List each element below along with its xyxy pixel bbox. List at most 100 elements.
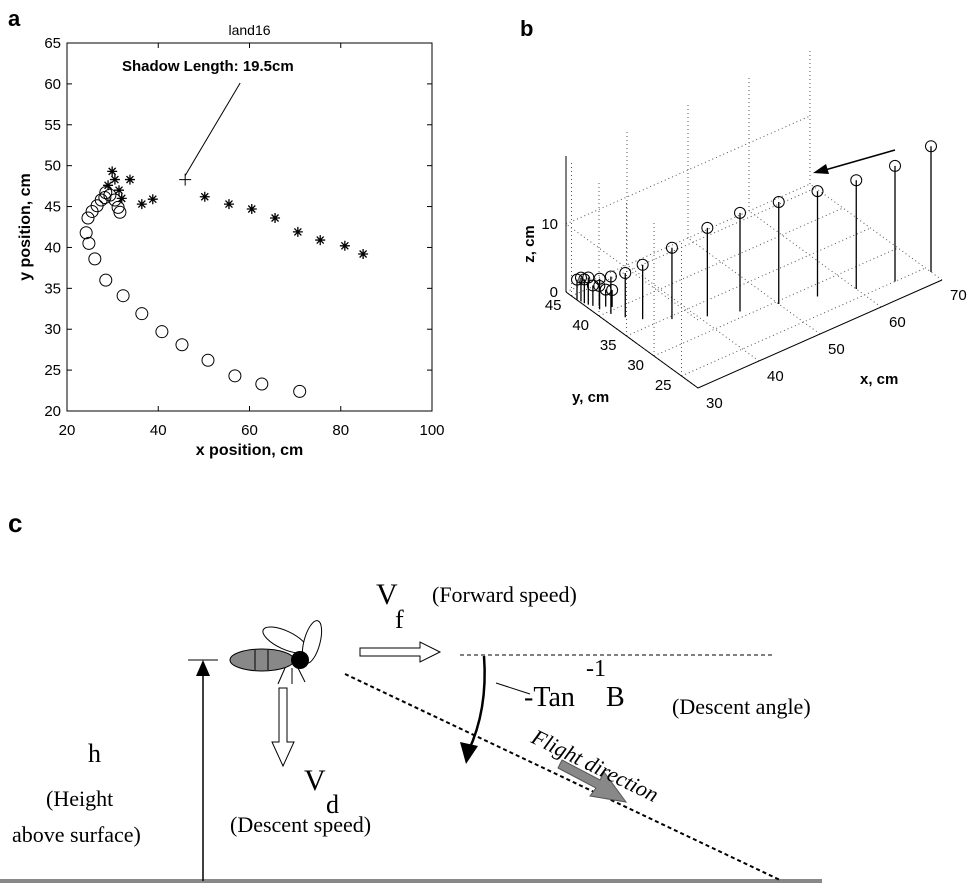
y-tick-label: 45 [545, 297, 562, 314]
leader [495, 682, 531, 695]
stem-marker [811, 185, 824, 198]
stem-marker [604, 270, 617, 283]
star-marker [114, 185, 125, 196]
panel-label: a [8, 6, 21, 31]
stem-marker [734, 206, 746, 219]
x-tick-label: 40 [767, 368, 784, 385]
label: -Tan [524, 682, 575, 713]
circle-marker [99, 273, 113, 287]
grid-line [626, 227, 871, 337]
circle-marker [82, 236, 96, 250]
circle-marker [79, 226, 93, 240]
x-tick-label: 30 [706, 395, 723, 412]
x-axis [697, 279, 943, 389]
star-marker [246, 204, 257, 215]
z-axis-label: z, cm [521, 225, 538, 263]
grid-line [598, 207, 844, 317]
label: h [88, 739, 101, 768]
star-marker [358, 248, 369, 259]
y-tick-label: 50 [44, 158, 61, 175]
circle-marker [103, 188, 117, 202]
x-tick-label: 20 [59, 422, 76, 439]
panel-label: c [8, 508, 22, 538]
grid-line [748, 210, 882, 308]
stem-marker [636, 258, 649, 271]
x-tick-label: 60 [241, 422, 258, 439]
stem-marker [599, 283, 612, 296]
y-tick-label: 55 [44, 117, 61, 134]
stem-marker [850, 174, 863, 187]
star-marker [199, 191, 210, 202]
direction-arrow [824, 149, 896, 171]
x-tick-label: 70 [950, 287, 967, 304]
circle-marker [293, 384, 307, 398]
y-tick-label: 65 [44, 35, 61, 52]
x-tick-label: 80 [332, 422, 349, 439]
stem-marker [578, 273, 591, 286]
stem-marker [772, 196, 785, 208]
circle-marker [88, 252, 102, 266]
plot-frame [66, 42, 433, 412]
y-axis [565, 291, 699, 389]
descent-arrow [271, 687, 295, 768]
star-marker [292, 226, 303, 237]
stem-marker [593, 279, 606, 292]
star-marker [109, 174, 120, 185]
y-axis-label: y position, cm [17, 173, 34, 281]
grid-line [653, 247, 899, 357]
circle-marker [255, 377, 269, 391]
stem-marker [701, 221, 714, 234]
fly-head [291, 651, 309, 669]
label: (Descent speed) [230, 812, 371, 837]
grid-line [565, 223, 699, 321]
label: V [376, 578, 398, 611]
star-marker [136, 199, 147, 210]
y-tick-label: 40 [44, 239, 61, 256]
circle-marker [113, 205, 127, 219]
grid-line [687, 237, 821, 335]
circle-marker [135, 307, 149, 321]
star-marker [116, 193, 127, 204]
arrow-head [813, 164, 829, 174]
flight-line [344, 673, 781, 881]
y-tick-label: 35 [44, 280, 61, 297]
arrow-head [460, 742, 478, 764]
stem-marker [586, 279, 599, 292]
label: (Forward speed) [432, 582, 577, 607]
stem-marker [619, 267, 632, 280]
x-tick-label: 100 [419, 422, 444, 439]
forward-arrow [359, 641, 442, 663]
y-tick-label: 30 [44, 321, 61, 338]
arrow-head [196, 660, 210, 676]
grid-line [626, 264, 760, 362]
star-marker [315, 235, 326, 246]
label: (Descent angle) [672, 694, 811, 719]
y-tick-label: 45 [44, 199, 61, 216]
angle-arc [466, 655, 486, 753]
y-tick-label: 60 [44, 76, 61, 93]
grid-line [565, 115, 811, 225]
grid-line [565, 183, 811, 293]
stem-marker [571, 273, 583, 286]
star-marker [124, 174, 135, 185]
star-marker [107, 166, 118, 177]
grid-line [809, 183, 943, 281]
x-tick-label: 50 [828, 341, 845, 358]
y-tick-label: 30 [627, 357, 644, 374]
annotation-leader [184, 82, 241, 176]
label: V [304, 764, 326, 797]
star-marker [223, 199, 234, 210]
star-marker [270, 213, 281, 224]
circle-marker [155, 325, 169, 339]
y-axis-label: y, cm [572, 389, 609, 406]
y-tick-label: 20 [44, 403, 61, 420]
star-marker [147, 194, 158, 205]
fly-body [229, 648, 295, 672]
circle-marker [228, 369, 242, 383]
x-tick-label: 40 [150, 422, 167, 439]
y-tick-label: 35 [600, 337, 617, 354]
panel-label: b [520, 16, 533, 41]
label: (Height [46, 786, 113, 811]
annotation: Shadow Length: 19.5cm [122, 58, 294, 75]
